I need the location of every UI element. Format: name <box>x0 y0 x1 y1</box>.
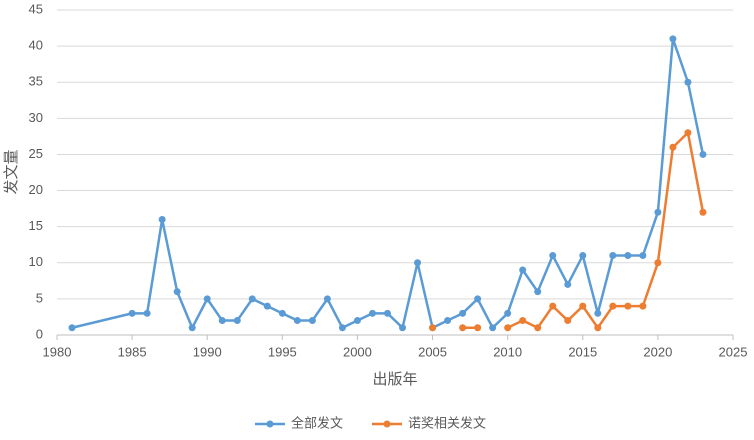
point <box>699 150 707 158</box>
y-tick-label: 25 <box>29 146 43 161</box>
point <box>624 252 632 260</box>
point <box>353 317 361 325</box>
x-tick-label: 2010 <box>493 344 522 359</box>
point <box>669 143 677 151</box>
x-tick-label: 1990 <box>193 344 222 359</box>
point <box>654 208 662 216</box>
point <box>669 35 677 43</box>
point <box>519 317 527 325</box>
point <box>594 309 602 317</box>
point <box>248 295 256 303</box>
y-tick-label: 45 <box>29 1 43 16</box>
y-tick-label: 35 <box>29 74 43 89</box>
point <box>684 78 692 86</box>
point <box>323 295 331 303</box>
point <box>218 317 226 325</box>
point <box>489 324 497 332</box>
point <box>609 302 617 310</box>
x-tick-label: 2005 <box>418 344 447 359</box>
point <box>624 302 632 310</box>
point <box>609 252 617 260</box>
x-axis-title: 出版年 <box>372 371 417 388</box>
x-tick-label: 2025 <box>719 344 748 359</box>
y-tick-label: 20 <box>29 182 43 197</box>
point <box>684 129 692 137</box>
x-tick-label: 2000 <box>343 344 372 359</box>
x-tick-label: 2020 <box>643 344 672 359</box>
legend-marker <box>383 420 391 428</box>
point <box>519 266 527 274</box>
x-tick-label: 1985 <box>118 344 147 359</box>
point <box>534 288 542 296</box>
point <box>158 215 166 223</box>
legend-label: 诺奖相关发文 <box>408 415 486 430</box>
point <box>639 302 647 310</box>
point <box>173 288 181 296</box>
point <box>429 324 437 332</box>
point <box>338 324 346 332</box>
series-line <box>71 37 705 330</box>
point <box>699 208 707 216</box>
point <box>308 317 316 325</box>
point <box>128 309 136 317</box>
point <box>263 302 271 310</box>
point <box>368 309 376 317</box>
point <box>564 280 572 288</box>
point <box>594 324 602 332</box>
point <box>534 324 542 332</box>
point <box>504 309 512 317</box>
point <box>233 317 241 325</box>
point <box>188 324 196 332</box>
y-axis-title: 发文量 <box>3 149 20 194</box>
y-tick-label: 30 <box>29 110 43 125</box>
legend-marker <box>266 420 274 428</box>
point <box>459 324 467 332</box>
point <box>203 295 211 303</box>
point <box>68 324 76 332</box>
x-tick-label: 1980 <box>43 344 72 359</box>
point <box>579 302 587 310</box>
y-tick-label: 15 <box>29 218 43 233</box>
point <box>549 302 557 310</box>
point <box>549 252 557 260</box>
point <box>504 324 512 332</box>
point <box>399 324 407 332</box>
point <box>143 309 151 317</box>
x-tick-label: 2015 <box>568 344 597 359</box>
x-tick-label: 1995 <box>268 344 297 359</box>
point <box>444 317 452 325</box>
point <box>474 295 482 303</box>
y-tick-label: 10 <box>29 254 43 269</box>
point <box>414 259 422 267</box>
point <box>459 309 467 317</box>
point <box>293 317 301 325</box>
y-tick-label: 5 <box>36 290 43 305</box>
point <box>639 252 647 260</box>
y-tick-label: 40 <box>29 38 43 53</box>
point <box>654 259 662 267</box>
point <box>383 309 391 317</box>
point <box>564 317 572 325</box>
point <box>579 252 587 260</box>
legend-label: 全部发文 <box>291 415 343 430</box>
y-tick-label: 0 <box>36 326 43 341</box>
point <box>278 309 286 317</box>
point <box>474 324 482 332</box>
